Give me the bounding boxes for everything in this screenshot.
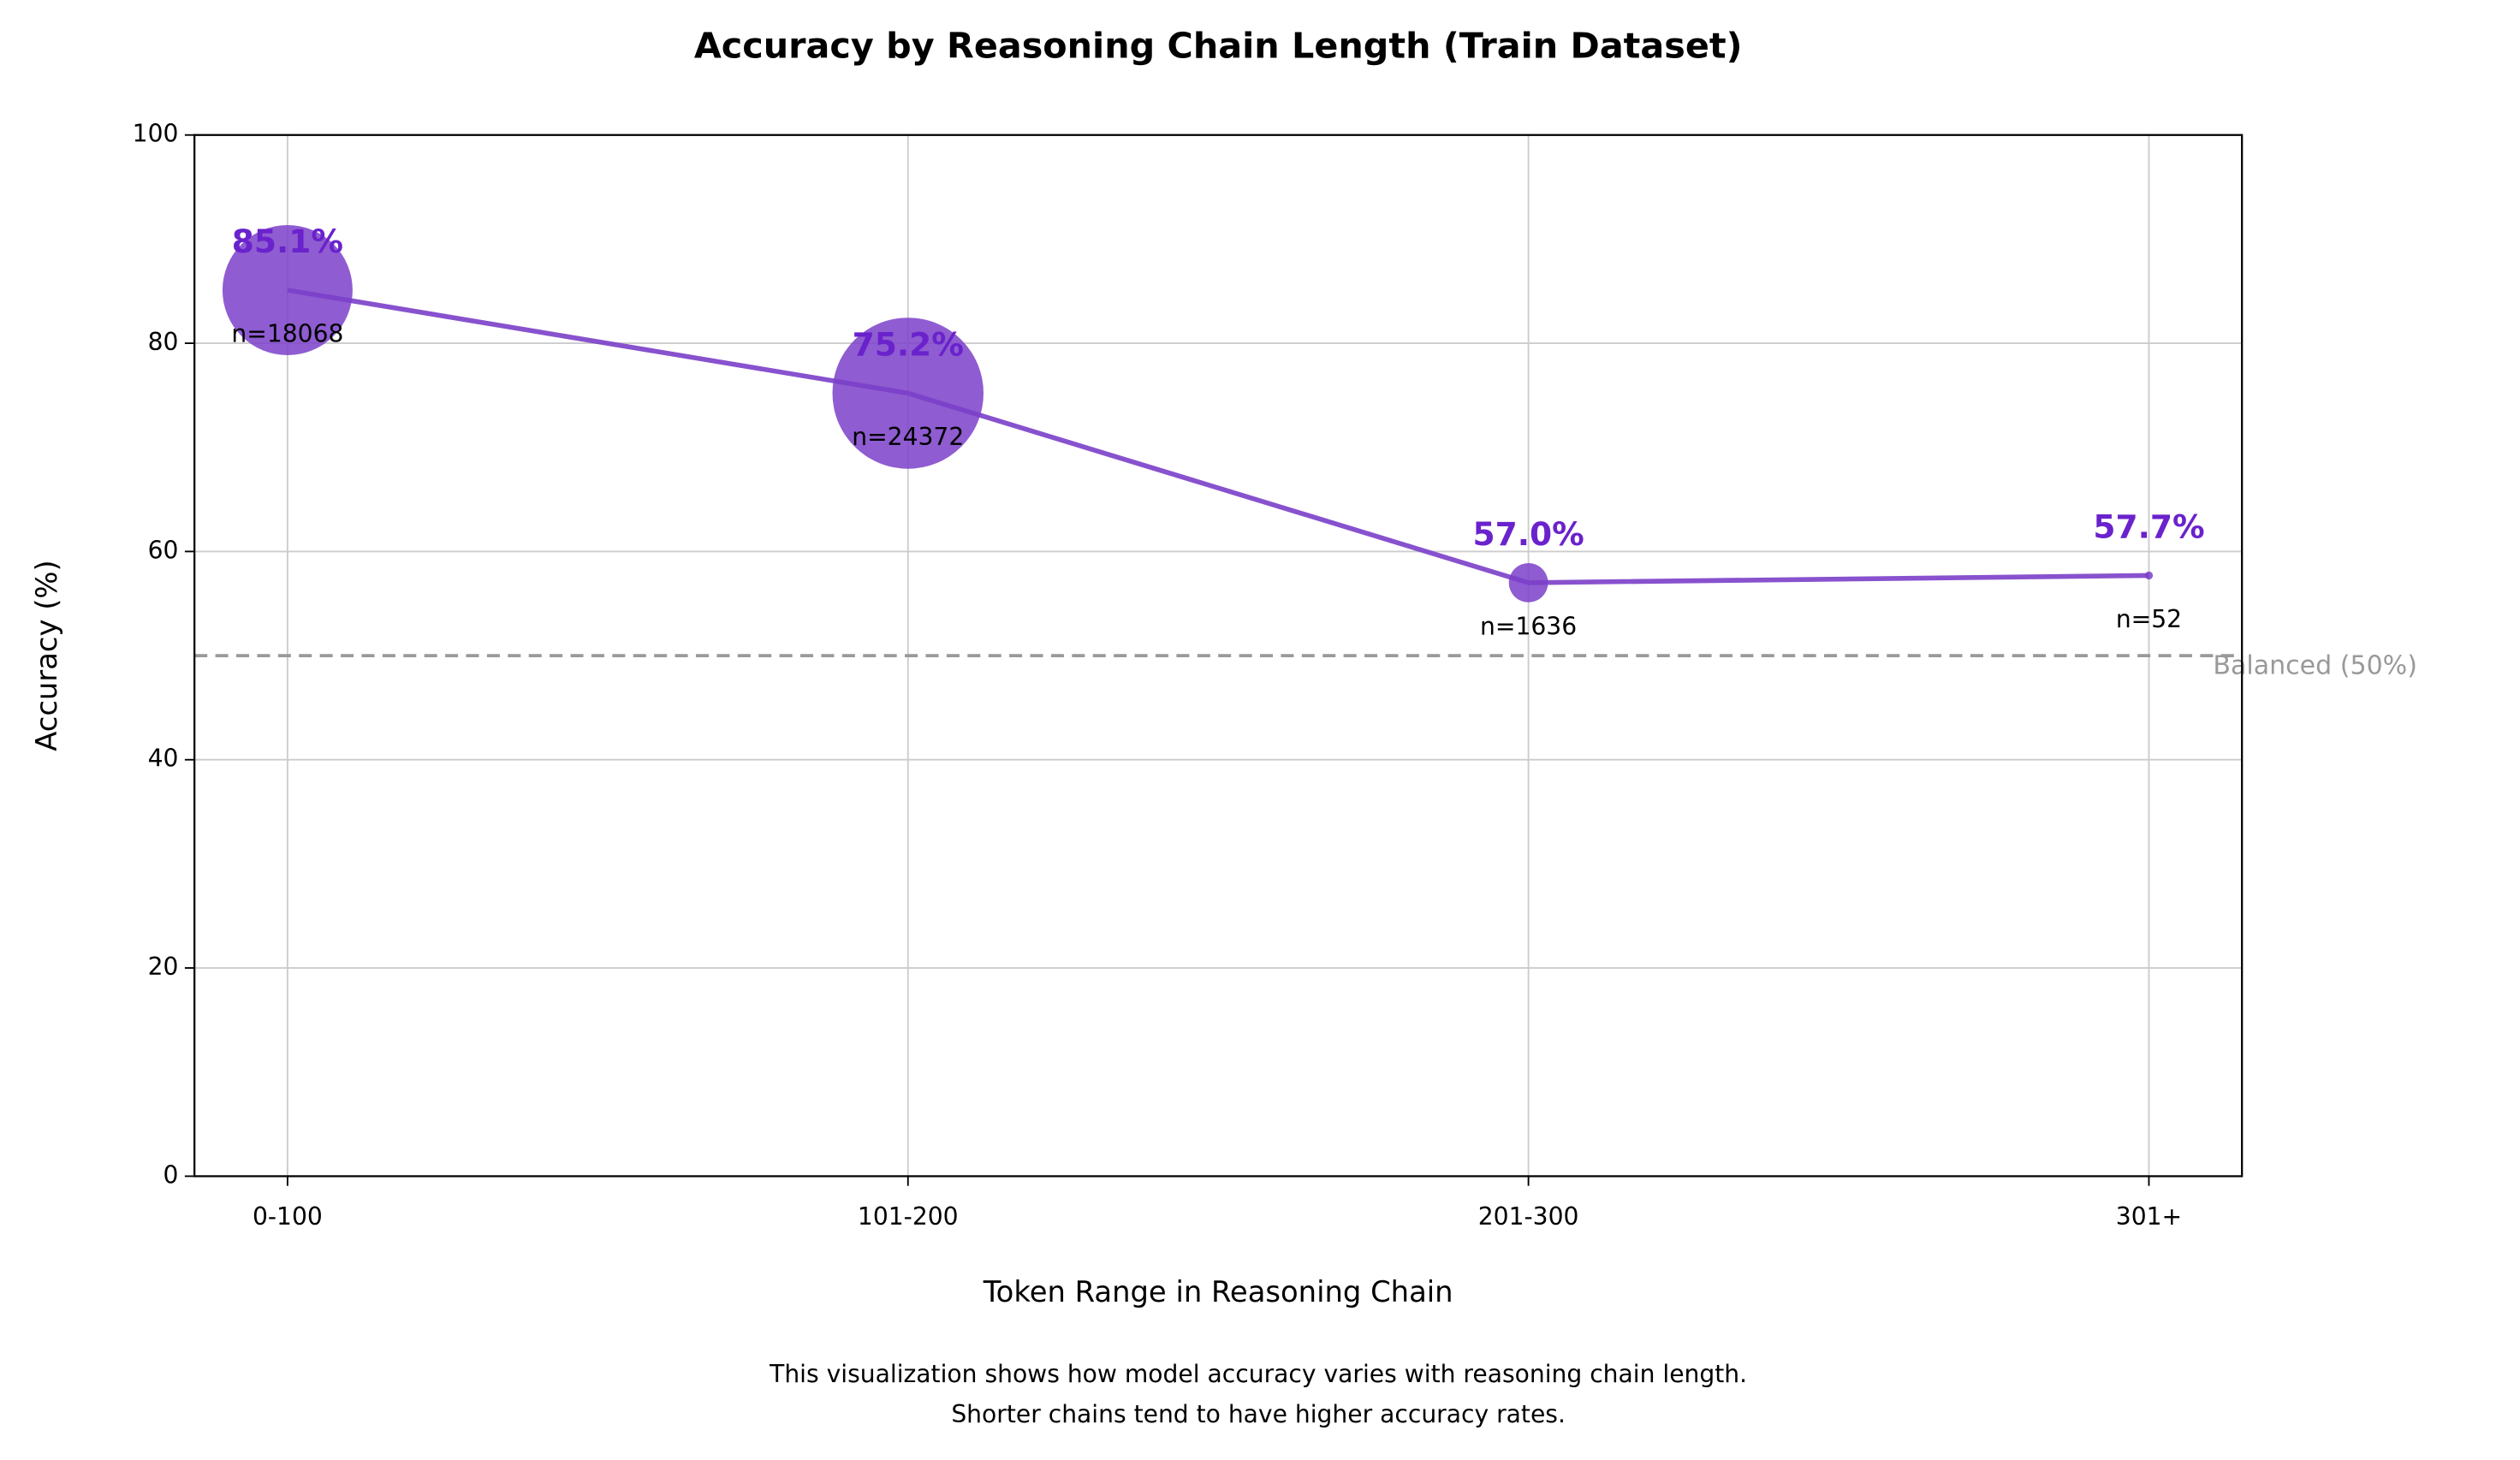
footnote: This visualization shows how model accur… [769,1360,1747,1388]
size-label: n=18068 [231,320,343,348]
value-label: 57.7% [2093,507,2204,545]
size-label: n=24372 [852,423,964,451]
bubble [1508,563,1548,602]
y-tick-label: 80 [148,328,179,356]
line [287,288,2149,585]
y-axis-label: Accuracy (%) [30,560,63,751]
bubble [2144,571,2154,580]
y-tick-label: 20 [148,953,179,981]
reference-label: Balanced (50%) [2213,651,2417,681]
y-tick-label: 40 [148,745,179,773]
bubble [832,318,984,469]
y-tick-label: 100 [133,120,179,148]
chart-title: Accuracy by Reasoning Chain Length (Trai… [694,25,1743,66]
y-tick-label: 0 [163,1160,178,1189]
footnote: Shorter chains tend to have higher accur… [951,1400,1566,1428]
y-tick-label: 60 [148,536,179,564]
x-tick-label: 301+ [2116,1202,2182,1231]
plot-frame [193,134,2244,1178]
size-label: n=1636 [1480,612,1577,640]
x-tick-label: 201-300 [1478,1202,1579,1231]
bubble [222,225,353,356]
size-label: n=52 [2116,605,2182,633]
x-axis-label: Token Range in Reasoning Chain [983,1275,1453,1309]
x-tick-label: 101-200 [858,1202,959,1231]
x-tick-label: 0-100 [253,1202,323,1231]
value-label: 57.0% [1472,515,1584,553]
value-label: 75.2% [853,326,964,364]
value-label: 85.1% [232,223,343,260]
